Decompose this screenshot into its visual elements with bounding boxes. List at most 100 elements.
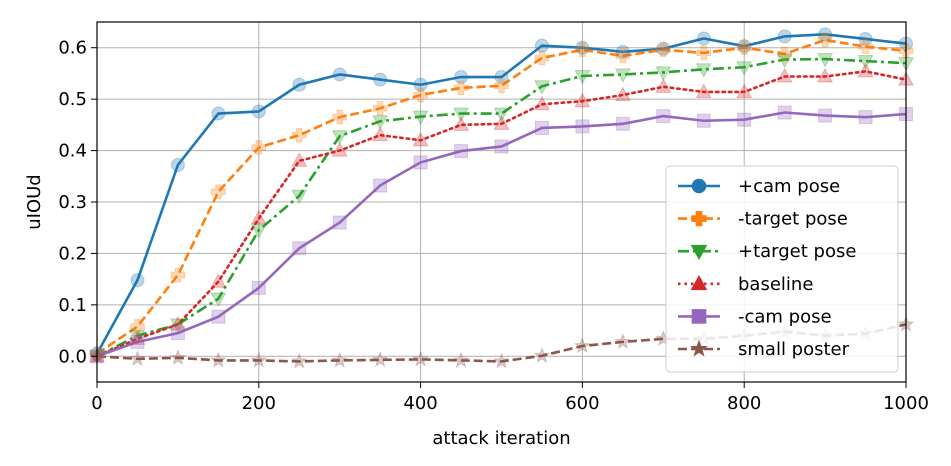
data-point-1-17 [777,46,792,62]
data-point-3-17 [776,68,793,83]
data-point-4-19 [858,110,873,125]
x-tick-label-5: 1000 [883,393,929,414]
data-point-1-7 [372,101,388,116]
data-point-1-5 [291,127,307,143]
data-point-5-8 [412,350,430,367]
data-point-1-13 [615,48,631,64]
data-point-3-10 [493,115,510,130]
legend-marker-0 [691,178,707,194]
data-point-1-18 [817,32,833,48]
data-point-2-16 [736,61,753,76]
x-tick-label-1: 200 [242,393,276,414]
legend-label-5: small poster [738,339,850,360]
data-point-0-13 [615,44,630,59]
data-point-0-16 [737,39,752,54]
data-point-0-15 [696,31,711,46]
data-point-2-17 [776,53,793,69]
data-point-0-17 [777,29,792,44]
data-point-1-9 [453,80,469,96]
x-axis-label: attack iteration [432,428,570,449]
data-point-3-2 [169,315,186,331]
data-point-1-3 [211,184,226,200]
data-point-5-12 [573,337,591,354]
data-point-4-17 [777,105,792,120]
data-point-4-11 [534,120,549,135]
data-point-3-15 [695,83,712,98]
data-point-2-15 [695,63,712,78]
legend-label-1: -target pose [738,209,848,230]
y-tick-label-3: 0.3 [58,192,87,213]
data-point-2-6 [331,130,348,145]
data-point-2-10 [493,107,510,123]
data-point-0-6 [332,67,347,82]
data-point-5-13 [614,332,632,350]
data-point-1-6 [332,109,348,125]
legend-label-0: +cam pose [738,176,840,197]
data-point-4-9 [454,144,469,159]
data-point-2-7 [372,115,389,130]
data-point-0-10 [494,70,509,85]
data-point-3-14 [655,78,672,93]
y-tick-label-2: 0.2 [58,243,87,264]
data-point-4-7 [373,178,388,193]
y-tick-label-0: 0.0 [58,346,87,367]
data-point-2-3 [210,292,227,308]
data-point-4-2 [170,326,185,341]
data-point-3-19 [857,62,874,78]
data-point-3-12 [574,92,591,108]
legend-marker-1 [691,210,707,227]
data-point-2-14 [655,66,672,81]
y-tick-label-5: 0.5 [58,89,87,110]
x-tick-label-0: 0 [91,393,102,414]
data-point-4-18 [818,108,833,123]
data-point-2-12 [574,69,591,85]
legend-marker-2 [690,244,708,261]
data-point-1-14 [655,42,671,58]
data-point-1-8 [413,87,428,103]
data-point-3-13 [614,86,631,102]
axis-ticks: 0 200 400 600 800 1000 0.0 0.1 0.2 0.3 0.4 0.5 0.6 [58,38,929,414]
data-point-0-1 [130,273,145,288]
data-point-0-9 [454,70,469,85]
data-point-0-3 [211,106,226,121]
legend-marker-5 [690,339,708,357]
data-point-0-4 [251,104,266,119]
legend-label-4: -cam pose [738,306,832,327]
data-point-4-6 [332,215,347,230]
y-axis-label: uIOUd [24,174,45,230]
legend-marker-4 [691,309,707,324]
data-point-5-2 [169,348,187,366]
data-point-4-1 [130,334,145,349]
legend-label-2: +target pose [738,241,856,262]
data-point-3-1 [129,330,146,345]
legend-box [665,165,899,373]
data-point-4-5 [292,241,307,256]
data-point-3-7 [372,126,389,142]
x-tick-label-4: 800 [727,393,761,414]
data-point-1-1 [130,319,145,334]
x-tick-label-2: 400 [403,393,437,414]
data-point-5-9 [452,351,470,368]
data-point-0-5 [292,77,307,92]
data-point-3-18 [817,68,834,83]
data-point-0-7 [373,72,388,87]
data-point-4-3 [211,309,226,324]
data-point-5-10 [493,352,510,369]
data-point-5-3 [209,351,227,368]
data-point-3-8 [412,131,429,147]
data-point-1-15 [696,45,712,61]
data-point-3-6 [331,142,348,157]
legend: +cam pose -target pose +target pose baselin… [665,165,899,373]
data-point-1-16 [736,40,752,56]
legend-marker-3 [690,274,708,291]
data-point-0-18 [818,27,833,42]
data-point-2-18 [817,53,834,68]
data-point-4-8 [413,155,428,170]
data-point-4-13 [615,116,630,131]
data-point-4-10 [494,139,509,154]
data-point-5-11 [533,346,551,363]
data-point-0-14 [656,41,671,56]
data-point-3-16 [736,83,753,98]
data-point-5-7 [371,350,389,368]
data-point-5-6 [331,351,349,368]
